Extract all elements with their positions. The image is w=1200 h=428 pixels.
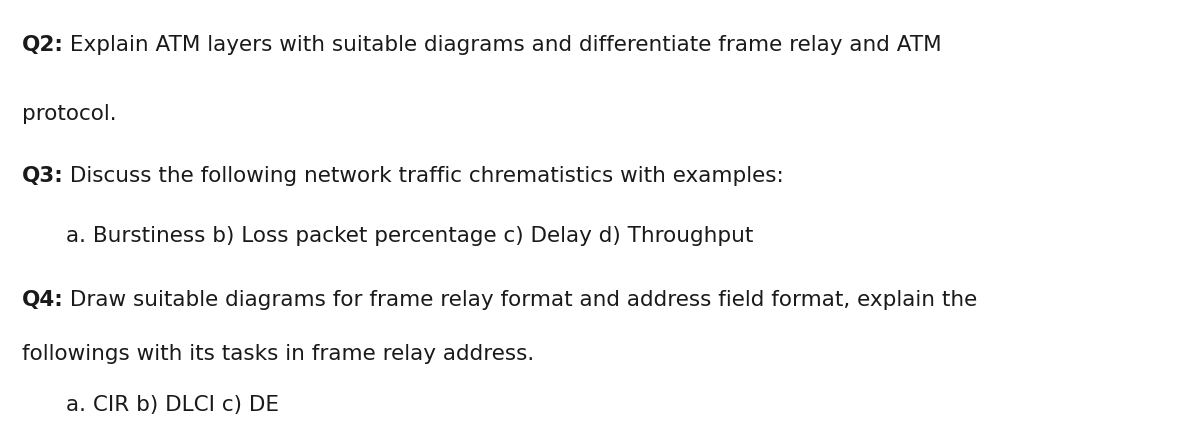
- Text: Draw suitable diagrams for frame relay format and address field format, explain : Draw suitable diagrams for frame relay f…: [64, 290, 978, 310]
- Text: Q4:: Q4:: [22, 290, 64, 310]
- Text: a. Burstiness b) Loss packet percentage c) Delay d) Throughput: a. Burstiness b) Loss packet percentage …: [66, 226, 754, 246]
- Text: Q3:: Q3:: [22, 166, 64, 186]
- Text: followings with its tasks in frame relay address.: followings with its tasks in frame relay…: [22, 344, 534, 363]
- Text: Q2:: Q2:: [22, 36, 64, 55]
- Text: Discuss the following network traffic chrematistics with examples:: Discuss the following network traffic ch…: [64, 166, 784, 186]
- Text: protocol.: protocol.: [22, 104, 116, 124]
- Text: a. CIR b) DLCI c) DE: a. CIR b) DLCI c) DE: [66, 395, 278, 415]
- Text: Explain ATM layers with suitable diagrams and differentiate frame relay and ATM: Explain ATM layers with suitable diagram…: [64, 36, 942, 55]
